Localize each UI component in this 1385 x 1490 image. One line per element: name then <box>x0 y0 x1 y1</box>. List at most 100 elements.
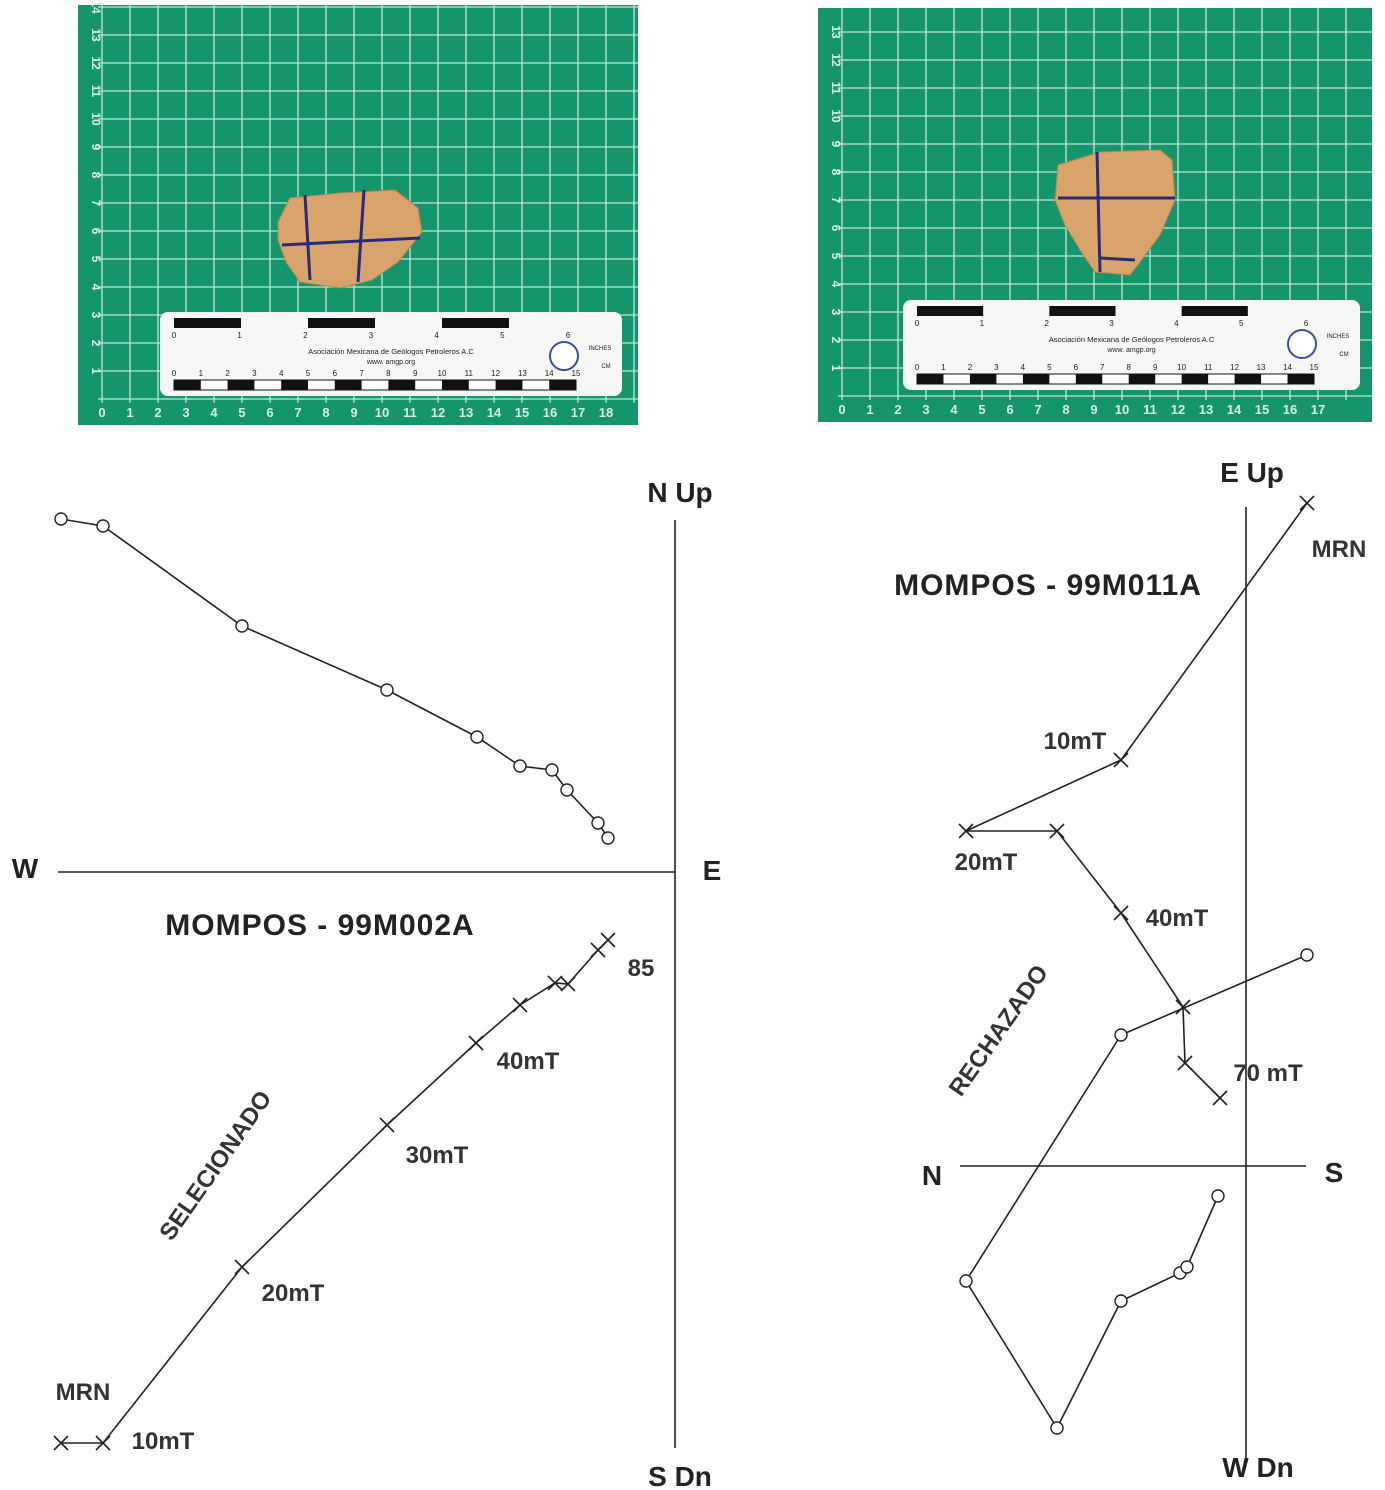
axis-label: S <box>1325 1157 1344 1188</box>
mat-number: 9 <box>89 144 103 151</box>
axis-label: S Dn <box>648 1461 712 1490</box>
scale-bar <box>1234 374 1262 384</box>
scale-number: 6 <box>566 331 571 340</box>
mat-number: 2 <box>154 405 161 420</box>
cross-marker <box>512 997 528 1013</box>
cross-marker <box>1049 823 1065 839</box>
scale-number: 4 <box>1021 363 1026 372</box>
mat-number: 3 <box>829 309 843 316</box>
scale-number: 7 <box>1100 363 1105 372</box>
vertical-path <box>965 502 1308 1099</box>
scale-bar <box>442 380 469 390</box>
circle-marker <box>1050 1421 1064 1435</box>
scale-org: Asociación Mexicana de Geólogos Petroler… <box>308 347 474 356</box>
mat-number: 13 <box>459 405 473 420</box>
fragment-mark <box>303 194 312 281</box>
scale-number: 14 <box>545 369 554 378</box>
mat-number: 7 <box>1034 402 1041 417</box>
scale-bar <box>1022 374 1050 384</box>
mat-number: 4 <box>89 284 103 291</box>
cross-marker <box>1212 1090 1228 1106</box>
mat-number: 5 <box>238 405 245 420</box>
axis-label: N Up <box>647 477 712 508</box>
scale-number: 13 <box>518 369 527 378</box>
step-label: 20mT <box>262 1280 325 1307</box>
scale-number: 2 <box>225 369 230 378</box>
scale-number: 15 <box>572 369 581 378</box>
scale-url: www. amgp.org <box>366 359 415 366</box>
scale-number: 4 <box>279 369 284 378</box>
mat-number: 11 <box>403 405 417 420</box>
status-label: SELECIONADO <box>154 1086 277 1246</box>
scale-number: 10 <box>438 369 447 378</box>
scale-bar <box>1181 306 1248 316</box>
mat-number: 14 <box>487 405 502 420</box>
scale-number: 6 <box>333 369 338 378</box>
mat-number: 6 <box>1006 402 1013 417</box>
scale-number: 2 <box>303 331 308 340</box>
scale-bar <box>1287 374 1314 384</box>
mat-number: 3 <box>89 312 103 319</box>
circle-marker <box>545 763 559 777</box>
scale-card <box>903 300 1360 390</box>
scale-number: 11 <box>1204 363 1213 372</box>
scale-number: 1 <box>941 363 946 372</box>
cross-marker <box>547 975 563 991</box>
mat-number: 11 <box>89 85 103 98</box>
photo: 0 1 2 3 4 5 6 7 8 9 10 11 12 13 14 15 16 17 18123456789101… <box>78 0 638 425</box>
scale-number: 1 <box>980 319 985 328</box>
mat-number: 6 <box>266 405 273 420</box>
scale-unit: INCHES <box>589 346 612 352</box>
cross-marker <box>1177 1055 1193 1071</box>
mat-number: 13 <box>829 25 843 39</box>
zijderveld-diagram: E Up W Dn N S MOMPOS - 99M011A RECHAZADO… <box>894 457 1366 1483</box>
cross-marker <box>1299 495 1315 511</box>
circle-marker <box>1180 1260 1194 1274</box>
mat-number: 12 <box>1171 402 1185 417</box>
mat-number: 15 <box>1255 402 1269 417</box>
vertical-path <box>61 939 609 1444</box>
cross-marker <box>468 1035 484 1051</box>
circle-marker <box>591 816 605 830</box>
scale-bar <box>1181 374 1209 384</box>
mat-number: 10 <box>829 109 843 123</box>
scale-number: 2 <box>1044 319 1049 328</box>
cross-marker <box>600 932 616 948</box>
status-label: RECHAZADO <box>944 960 1054 1101</box>
scale-logo <box>1287 329 1317 359</box>
cross-marker <box>1175 999 1191 1015</box>
scale-bar <box>281 380 308 390</box>
mat-number: 9 <box>350 405 357 420</box>
scale-number: 5 <box>1047 363 1052 372</box>
scale-bar <box>308 318 375 328</box>
cross-marker <box>560 976 576 992</box>
markers <box>958 495 1315 1106</box>
fragment-mark <box>356 189 366 283</box>
scale-bar <box>442 318 509 328</box>
mat-number: 5 <box>978 402 985 417</box>
mat-number: 16 <box>543 405 557 420</box>
mat-number: 2 <box>894 402 901 417</box>
axis-label: N <box>922 1160 942 1191</box>
circle-marker <box>235 619 249 633</box>
horizontal-path <box>60 518 609 839</box>
mat-number: 12 <box>829 53 843 67</box>
scale-unit: CM <box>1339 352 1348 358</box>
fragment-mark <box>1095 151 1102 273</box>
mat-number: 12 <box>431 405 445 420</box>
scale-number: 3 <box>994 363 999 372</box>
scale-number: 0 <box>172 369 177 378</box>
axis-label: W Dn <box>1222 1452 1294 1483</box>
circle-marker <box>96 519 110 533</box>
scale-number: 8 <box>1127 363 1132 372</box>
scale-number: 10 <box>1177 363 1186 372</box>
cross-marker <box>95 1435 111 1451</box>
scale-bar <box>227 380 255 390</box>
mat-number: 10 <box>375 405 389 420</box>
circle-marker <box>513 759 527 773</box>
zijderveld-diagram: N Up S Dn W E MOMPOS - 99M002A SELECIONA… <box>12 477 722 1490</box>
step-label: MRN <box>56 1379 111 1406</box>
scale-bar <box>969 374 997 384</box>
scale-number: 4 <box>1174 319 1179 328</box>
markers <box>53 932 616 1451</box>
